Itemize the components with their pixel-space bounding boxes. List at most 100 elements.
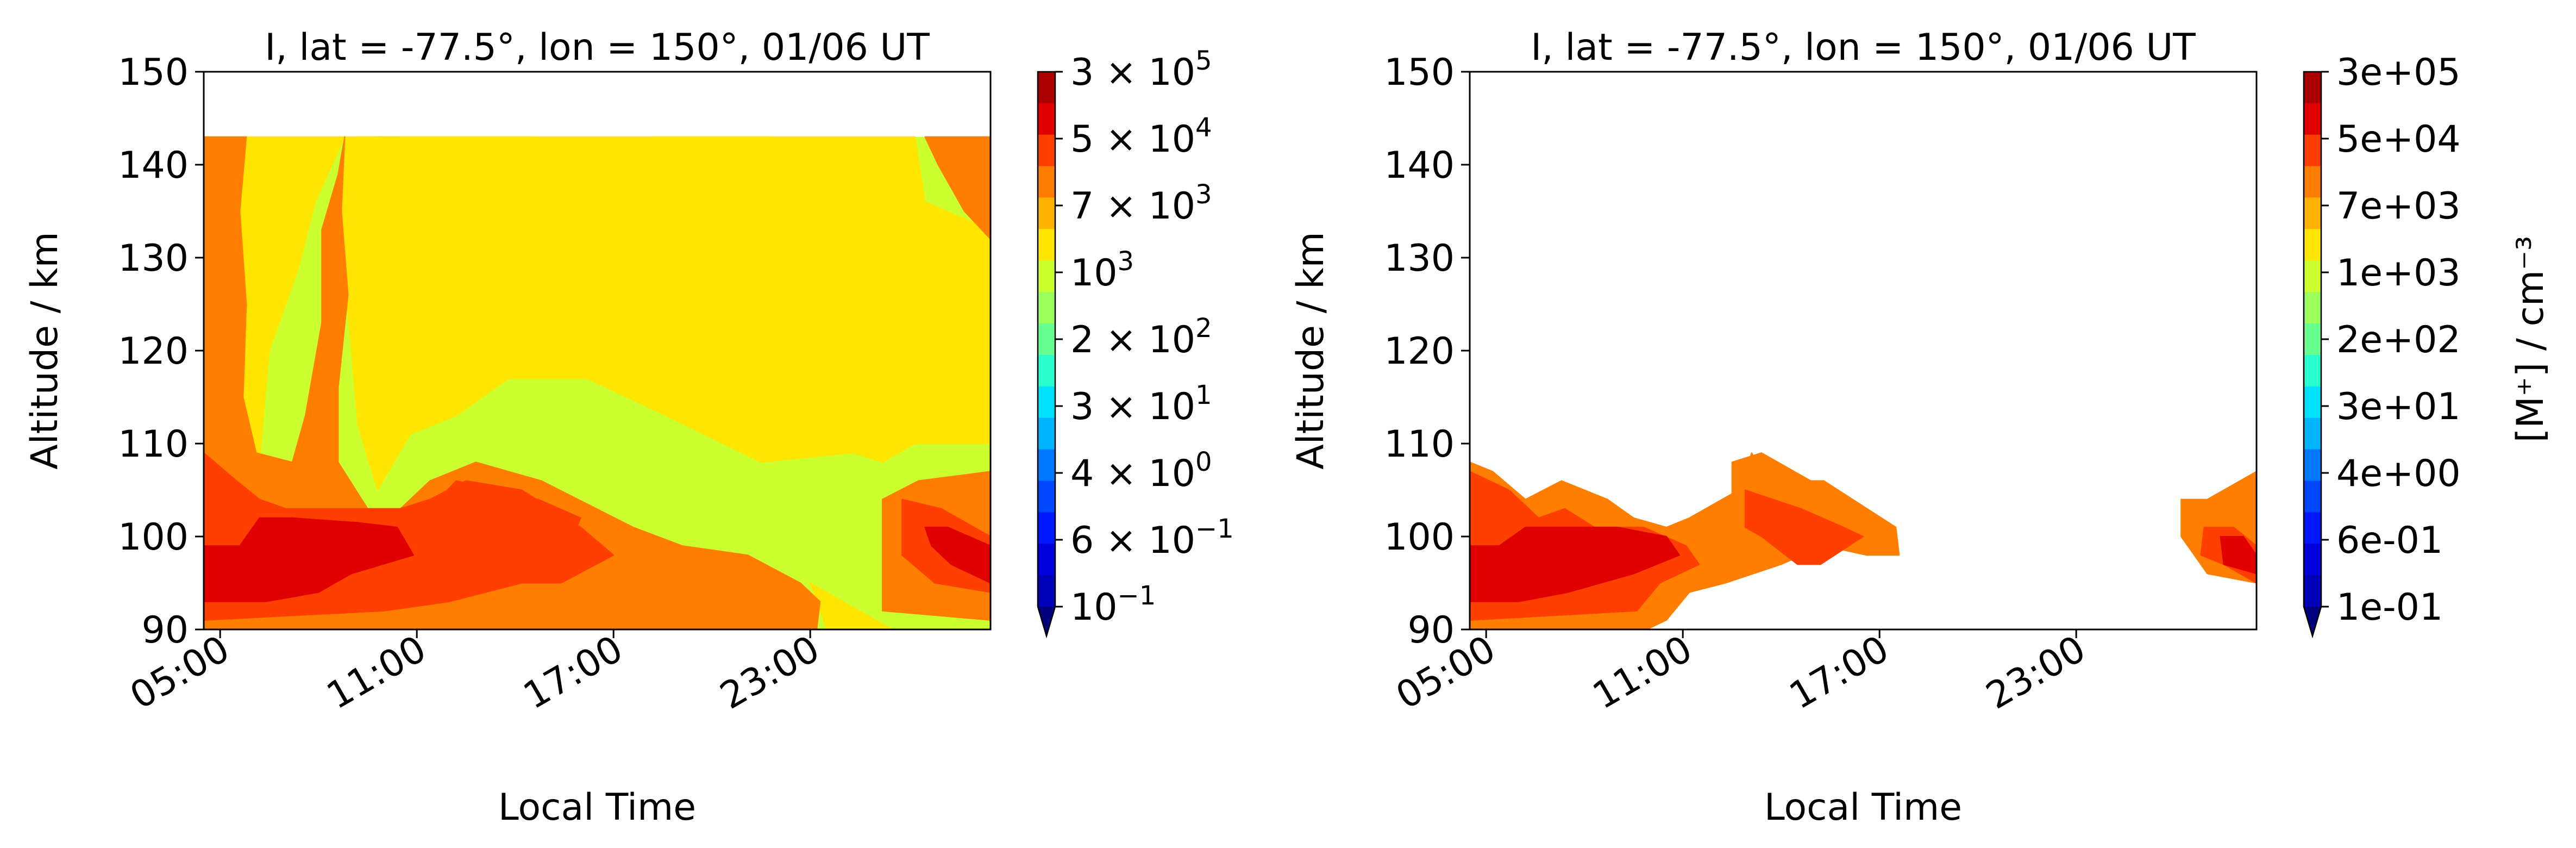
y-tick-label: 150 (1384, 51, 1455, 94)
colorbar-band (1038, 292, 1055, 324)
y-tick-label: 150 (118, 51, 189, 94)
colorbar-band (1038, 575, 1055, 607)
contour-region (204, 517, 415, 602)
y-tick-label: 100 (118, 516, 189, 559)
colorbar-band (1038, 166, 1055, 198)
colorbar-band (2304, 386, 2321, 419)
colorbar-outline (2303, 71, 2322, 639)
colorbar-band (2304, 481, 2321, 513)
colorbar-band (2304, 166, 2321, 198)
contour-region (429, 480, 581, 556)
x-tick-label: 17:00 (1782, 627, 1896, 718)
contour-area (204, 136, 991, 629)
colorbar-tick-label: 3e+05 (2336, 51, 2461, 94)
y-tick-label: 120 (1384, 330, 1455, 373)
colorbar-tick-label: 2e+02 (2336, 319, 2461, 361)
y-tick-label: 90 (1407, 609, 1455, 652)
colorbar-band (2304, 103, 2321, 135)
colorbar-band (2304, 512, 2321, 544)
colorbar-band (1038, 512, 1055, 544)
colorbar-band (1038, 260, 1055, 292)
colorbar-band (1038, 386, 1055, 419)
colorbar-band (2304, 417, 2321, 450)
colorbar-tick-label: 4e+00 (2336, 452, 2461, 495)
colorbar-band (2304, 575, 2321, 607)
colorbar: 3e+05 5e+04 7e+03 1e+03 2e+02 3e+01 4e+00 6e-01… (2303, 51, 2552, 639)
y-tick-label: 110 (118, 423, 189, 466)
contour-region (2220, 536, 2257, 575)
x-axis-label: Local Time (1764, 786, 1962, 829)
colorbar-band (1038, 481, 1055, 513)
colorbar-band (1038, 134, 1055, 167)
colorbar-band (1038, 229, 1055, 261)
colorbar-band (1038, 449, 1055, 482)
colorbar-band (2304, 292, 2321, 324)
colorbar-tick-label: 103 (1070, 246, 1134, 295)
x-tick-label: 23:00 (713, 627, 826, 718)
colorbar-tick-label: 6e-01 (2336, 519, 2443, 562)
y-tick-label: 110 (1384, 423, 1455, 466)
colorbar-band (2304, 323, 2321, 356)
colorbar-band (1038, 323, 1055, 356)
colorbar-band (2304, 544, 2321, 576)
colorbar-band (2304, 72, 2321, 104)
colorbar-band (1038, 103, 1055, 135)
colorbar-band (2304, 449, 2321, 482)
colorbar-band (2304, 260, 2321, 292)
colorbar-tick-label: 4 × 100 (1070, 447, 1212, 495)
colorbar-tick-label: 3 × 101 (1070, 380, 1212, 428)
colorbar-tick-label: 1e-01 (2336, 586, 2443, 629)
colorbar-band (1038, 417, 1055, 450)
x-tick-label: 17:00 (516, 627, 630, 718)
colorbar-band (2304, 354, 2321, 387)
x-tick-label: 23:00 (1979, 627, 2092, 718)
contour-region (810, 582, 893, 629)
contour-region (924, 526, 991, 584)
colorbar-tick-label: 6 × 10−1 (1070, 514, 1234, 562)
colorbar-extend-triangle (1038, 607, 1055, 636)
colorbar-band (2304, 229, 2321, 261)
x-tick-label: 11:00 (1585, 627, 1699, 718)
x-axis-label: Local Time (498, 786, 696, 829)
x-tick-label: 11:00 (319, 627, 433, 718)
colorbar-tick-label: 1e+03 (2336, 252, 2461, 295)
colorbar-tick-label: 3e+01 (2336, 385, 2461, 428)
colorbar-tick-label: 7 × 103 (1070, 179, 1212, 228)
colorbar-tick-label: 7e+03 (2336, 185, 2461, 228)
contour-region (924, 136, 991, 240)
y-tick-label: 130 (118, 237, 189, 280)
y-tick-label: 140 (118, 144, 189, 187)
colorbar-band (1038, 544, 1055, 576)
colorbar-band (1038, 354, 1055, 387)
panel-2: I, lat = -77.5°, lon = 150°, 01/06 UT 150… (1289, 26, 2552, 829)
colorbar-tick-label: 5 × 104 (1070, 113, 1212, 161)
colorbar-tick-label: 5e+04 (2336, 118, 2461, 161)
colorbar-band (2304, 197, 2321, 230)
colorbar-tick-label: 3 × 105 (1070, 46, 1212, 94)
y-tick-label: 140 (1384, 144, 1455, 187)
y-tick-label: 130 (1384, 237, 1455, 280)
colorbar-label: [M⁺] / cm⁻³ (2509, 236, 2552, 443)
contour-region (204, 136, 991, 491)
colorbar-band (1038, 72, 1055, 104)
colorbar-band (1038, 197, 1055, 230)
contour-region (1470, 526, 1681, 602)
chart-title: I, lat = -77.5°, lon = 150°, 01/06 UT (1531, 26, 2196, 69)
contour-area (1470, 452, 2257, 629)
y-tick-label: 100 (1384, 516, 1455, 559)
colorbar-tick-label: 2 × 102 (1070, 313, 1212, 361)
contour-region (204, 136, 821, 629)
y-tick-label: 120 (118, 330, 189, 373)
colorbar-tick-label: 10−1 (1070, 581, 1156, 629)
colorbar: 3 × 105 5 × 104 7 × 103 103 2 × 102 3 × 101 4 … (1037, 46, 1234, 639)
colorbar-extend-triangle (2304, 607, 2321, 636)
y-axis-label: Altitude / km (23, 232, 66, 469)
panel-1: I, lat = -77.5°, lon = 150°, 01/06 UT 150… (23, 26, 1234, 829)
contour-region (1744, 489, 1864, 565)
colorbar-outline (1037, 71, 1056, 639)
chart-title: I, lat = -77.5°, lon = 150°, 01/06 UT (265, 26, 930, 69)
y-tick-label: 90 (141, 609, 189, 652)
y-axis-label: Altitude / km (1289, 232, 1332, 469)
colorbar-band (2304, 134, 2321, 167)
